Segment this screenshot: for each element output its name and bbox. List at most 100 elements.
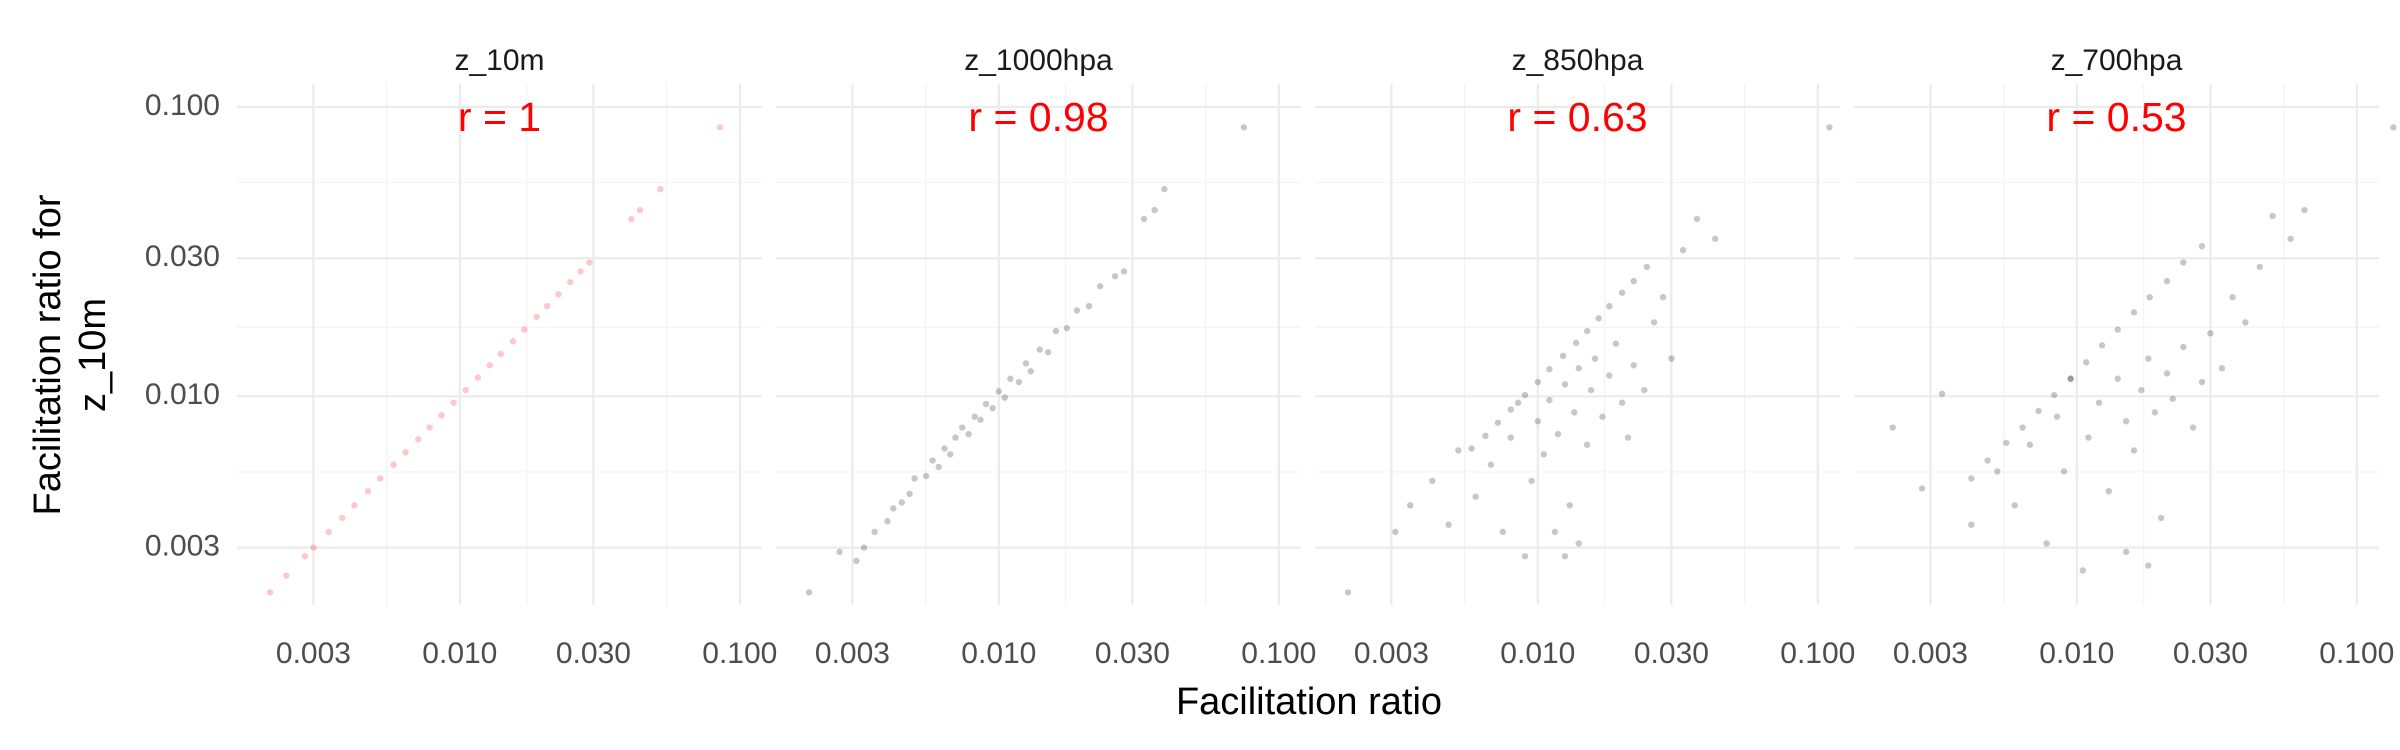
point: [1938, 390, 1946, 398]
point: [2114, 375, 2121, 382]
x-tick-label: 0.010: [422, 637, 497, 670]
point: [2145, 355, 2152, 362]
point: [982, 400, 990, 408]
point: [1583, 327, 1591, 335]
point: [1521, 553, 1529, 560]
point: [1455, 447, 1462, 454]
point: [2180, 259, 2187, 266]
point: [995, 388, 1003, 395]
x-tick-label: 0.100: [2319, 637, 2394, 670]
point: [1889, 424, 1896, 431]
point: [2269, 212, 2276, 220]
point: [1575, 365, 1582, 372]
point: [1507, 434, 1514, 441]
point: [1534, 378, 1542, 386]
point: [1240, 124, 1248, 131]
x-tick-label: 0.010: [961, 637, 1036, 670]
x-tick-label: 0.030: [556, 637, 631, 670]
point: [1406, 502, 1414, 509]
point: [1618, 289, 1626, 296]
point: [1554, 430, 1562, 438]
point: [1429, 477, 1436, 485]
point: [266, 589, 274, 596]
point: [450, 399, 457, 406]
point: [1566, 502, 1573, 509]
point: [2198, 243, 2206, 250]
point: [1036, 346, 1043, 353]
point: [1546, 366, 1553, 373]
point: [390, 461, 397, 468]
point: [971, 413, 978, 420]
point: [922, 472, 930, 480]
point: [1073, 307, 1081, 314]
point: [1514, 399, 1522, 406]
point: [716, 124, 724, 131]
x-tick-label: 0.100: [702, 637, 777, 670]
point: [1561, 381, 1569, 388]
point: [2060, 468, 2068, 475]
point: [325, 528, 332, 536]
point: [941, 445, 948, 452]
point: [2085, 434, 2092, 441]
point: [2189, 424, 2197, 431]
point: [577, 268, 584, 275]
point: [1140, 215, 1148, 223]
point: [2287, 235, 2294, 243]
point: [2003, 439, 2010, 447]
point: [1111, 273, 1119, 280]
point: [1583, 441, 1591, 448]
point: [474, 374, 482, 381]
point: [1482, 432, 1489, 440]
point: [890, 505, 897, 512]
point: [426, 424, 433, 431]
point: [1085, 302, 1093, 310]
point: [805, 589, 813, 596]
x-axis-title: Facilitation ratio: [1176, 681, 1442, 723]
strip-title: z_1000hpa: [964, 44, 1113, 77]
point: [884, 518, 891, 525]
point: [1630, 362, 1637, 369]
point: [906, 490, 913, 498]
y-tick-label: 0.010: [145, 378, 220, 411]
point: [351, 502, 358, 509]
x-tick-label: 0.030: [1634, 637, 1709, 670]
point: [2130, 309, 2138, 316]
strip-title: z_10m: [454, 44, 544, 77]
point: [989, 404, 996, 412]
point: [1571, 409, 1578, 416]
point: [1161, 185, 1168, 193]
strip-title: z_700hpa: [2051, 44, 2183, 77]
point: [301, 553, 309, 560]
point: [1668, 355, 1675, 362]
point: [2035, 407, 2042, 415]
annotation: r = 0.53: [2046, 94, 2186, 140]
point: [1120, 268, 1128, 275]
x-tick-label: 0.003: [1893, 637, 1968, 670]
point: [860, 544, 868, 551]
point: [1630, 277, 1637, 285]
point: [2207, 330, 2214, 337]
point: [497, 350, 504, 358]
x-tick-label: 0.003: [276, 637, 351, 670]
point: [1507, 406, 1514, 413]
point: [1344, 589, 1352, 596]
y-axis-title: Facilitation ratio for: [27, 194, 69, 515]
point: [2180, 343, 2187, 351]
point: [2098, 342, 2106, 349]
point: [2114, 326, 2121, 333]
point: [2043, 540, 2050, 547]
point: [1546, 396, 1553, 404]
point: [521, 326, 528, 333]
point: [911, 475, 918, 482]
x-tick-label: 0.003: [1354, 637, 1429, 670]
annotation: r = 0.98: [968, 94, 1108, 140]
point: [1494, 419, 1502, 426]
point: [402, 449, 409, 456]
point: [1679, 246, 1687, 254]
point: [1052, 327, 1060, 335]
point: [935, 463, 942, 471]
point: [1612, 340, 1620, 347]
point: [2067, 375, 2074, 382]
x-tick-label: 0.030: [2173, 637, 2248, 670]
point: [1624, 434, 1632, 441]
